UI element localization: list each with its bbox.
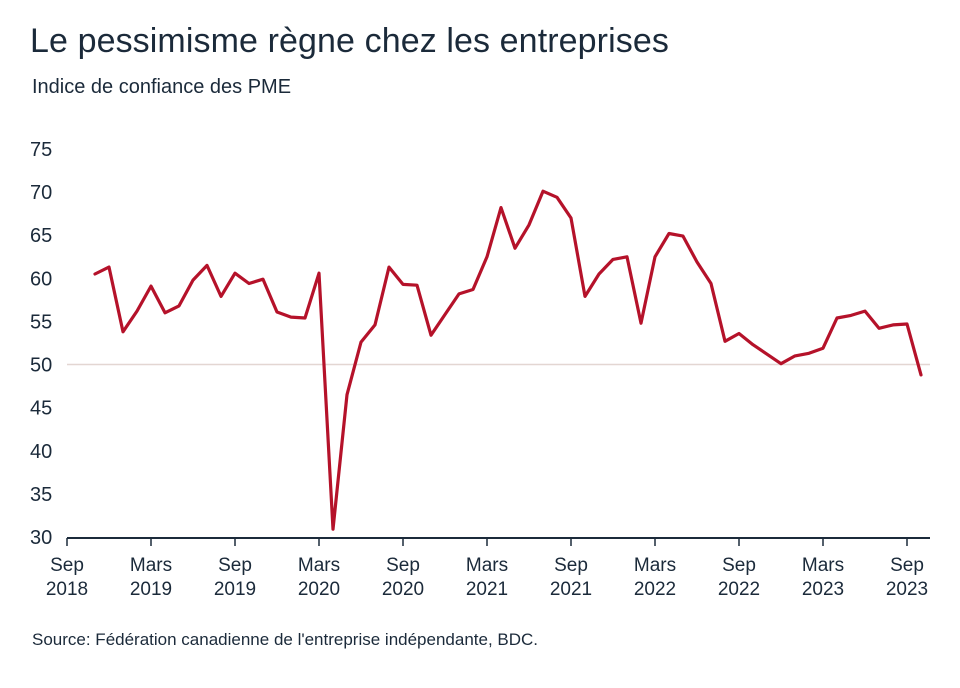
x-tick-year: 2020: [298, 579, 340, 600]
chart-title: Le pessimisme règne chez les entreprises: [30, 22, 669, 60]
x-tick-year: 2021: [550, 579, 592, 600]
x-tick-year: 2023: [886, 579, 928, 600]
x-tick-label: Mars: [298, 555, 340, 576]
x-tick-label: Sep: [722, 555, 756, 576]
x-tick-year: 2019: [130, 579, 172, 600]
x-tick-label: Mars: [802, 555, 844, 576]
x-tick-year: 2023: [802, 579, 844, 600]
y-tick-label: 65: [30, 225, 52, 247]
y-tick-label: 70: [30, 182, 52, 204]
y-tick-label: 35: [30, 484, 52, 506]
y-tick-label: 45: [30, 398, 52, 420]
x-tick-label: Sep: [386, 555, 420, 576]
chart-subtitle: Indice de confiance des PME: [32, 76, 292, 98]
x-tick-label: Mars: [130, 555, 172, 576]
y-tick-label: 60: [30, 268, 52, 290]
y-tick-label: 55: [30, 311, 52, 333]
source-note: Source: Fédération canadienne de l'entre…: [32, 630, 539, 649]
series-line-0: [93, 189, 923, 531]
x-tick-year: 2019: [214, 579, 256, 600]
y-tick-label: 50: [30, 355, 52, 377]
y-tick-label: 30: [30, 527, 52, 549]
x-tick-label: Sep: [218, 555, 252, 576]
x-tick-year: 2022: [634, 579, 676, 600]
x-tick-year: 2022: [718, 579, 760, 600]
y-tick-label: 40: [30, 441, 52, 463]
x-tick-label: Mars: [466, 555, 508, 576]
x-tick-label: Sep: [890, 555, 924, 576]
x-tick-label: Sep: [554, 555, 588, 576]
x-tick-year: 2018: [46, 579, 88, 600]
x-tick-label: Mars: [634, 555, 676, 576]
x-tick-year: 2021: [466, 579, 508, 600]
x-tick-label: Sep: [50, 555, 84, 576]
y-tick-label: 75: [30, 139, 52, 161]
x-tick-year: 2020: [382, 579, 424, 600]
